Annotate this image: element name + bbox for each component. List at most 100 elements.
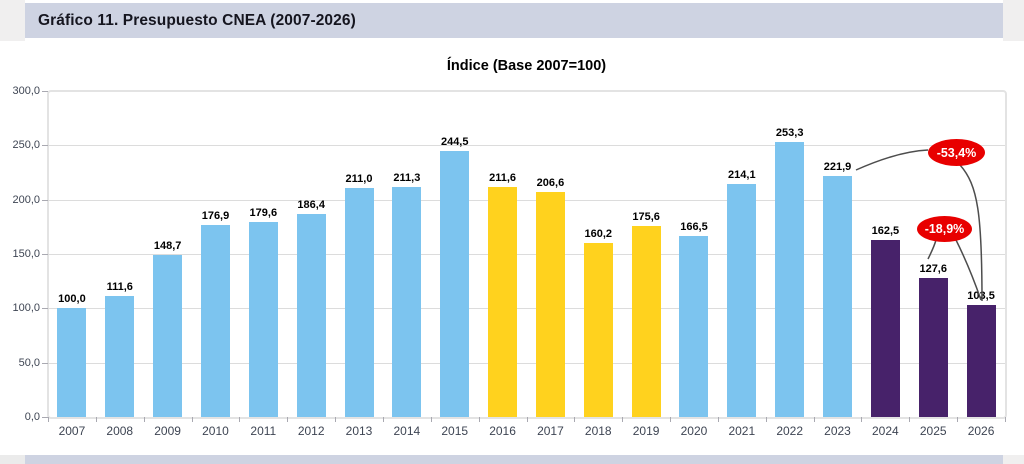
y-axis-label: 250,0 [12,139,40,152]
y-axis-label: 200,0 [12,193,40,206]
bar-2013 [344,187,374,417]
x-axis-label-2009: 2009 [154,424,181,438]
x-axis-label-2015: 2015 [441,424,469,438]
bar-value-label-2007: 100,0 [58,293,86,306]
x-axis-label-2022: 2022 [776,424,804,438]
footer-right-margin [1003,455,1024,464]
x-axis-tick [287,417,289,422]
annotation-badge-53-4: -53,4% [928,139,985,166]
y-axis-label: 150,0 [12,248,40,260]
chart-title: Índice (Base 2007=100) [446,58,607,74]
bar-2023 [823,175,853,417]
x-axis-label-2018: 2018 [584,424,612,438]
x-axis-tick [622,417,624,422]
bar-2017 [535,192,565,417]
bar-2014 [392,187,422,417]
bar-2022 [775,141,805,417]
x-axis-tick [1005,417,1006,422]
bar-value-label-2023: 221,9 [823,160,852,173]
y-axis-tick [42,417,48,418]
y-axis-label: 100,0 [12,302,40,315]
y-axis-label: 50,0 [18,356,40,369]
bar-2010 [200,224,230,417]
gridline-50 [48,362,1005,364]
x-axis-label-2011: 2011 [250,424,277,438]
bar-2021 [727,184,757,417]
header-left-margin [0,0,25,41]
bar-value-label-2012: 186,4 [297,199,325,212]
x-axis-tick [574,417,576,422]
footer-banner [25,455,1003,464]
bar-value-label-2026: 103,5 [967,289,995,302]
x-axis-label-2024: 2024 [872,424,899,438]
x-axis-tick [909,417,911,422]
bar-2008 [105,295,135,417]
bar-value-label-2019: 175,6 [632,211,660,224]
x-axis-label-2007: 2007 [58,424,86,438]
bar-2019 [631,226,661,417]
y-axis-tick [42,91,48,92]
gridline-200 [48,199,1005,201]
y-axis-tick [42,362,48,364]
bar-value-label-2024: 162,5 [871,225,900,238]
bar-value-label-2021: 214,1 [728,169,756,182]
x-axis-label-2025: 2025 [919,424,947,438]
x-axis-label-2016: 2016 [489,424,516,438]
gridline-150 [48,254,1005,255]
gridline-250 [48,145,1005,147]
bar-2026 [966,304,996,417]
x-axis-tick [430,417,432,422]
bar-value-label-2010: 176,9 [201,209,230,222]
y-axis-label: 300,0 [12,85,40,97]
x-axis-label-2013: 2013 [345,424,373,438]
header-banner: Gráfico 11. Presupuesto CNEA (2007-2026) [25,3,1003,38]
bar-value-label-2022: 253,3 [775,126,804,139]
annotation-badge-18-9: -18,9% [917,216,972,242]
gridline-100 [48,308,1005,310]
page-title: Gráfico 11. Presupuesto CNEA (2007-2026) [38,12,356,29]
x-axis-label-2017: 2017 [537,424,564,438]
bar-2015 [440,151,470,417]
x-axis-tick [765,417,767,422]
x-axis-tick [335,417,337,422]
x-axis-tick [478,417,480,422]
bar-value-label-2008: 111,6 [106,280,133,293]
x-axis-tick [191,417,193,422]
bar-value-label-2016: 211,6 [489,172,517,185]
bar-2018 [583,242,613,417]
bar-value-label-2020: 166,5 [680,221,708,234]
bar-value-label-2015: 244,5 [440,136,469,149]
x-axis-tick [143,417,145,422]
x-axis-tick [382,417,384,422]
y-axis-tick [42,199,48,201]
y-axis-label: 0,0 [24,411,40,423]
y-axis-tick [42,145,48,147]
x-axis-label-2026: 2026 [967,424,995,438]
bar-2012 [296,214,326,417]
x-axis-tick [813,417,815,422]
bar-value-label-2025: 127,6 [919,263,947,276]
bar-2016 [488,187,518,417]
x-axis-label-2020: 2020 [680,424,708,438]
x-axis-label-2014: 2014 [393,424,421,438]
footer-left-margin [0,455,25,464]
x-axis-tick [670,417,672,422]
x-axis-label-2010: 2010 [202,424,229,438]
bar-value-label-2011: 179,6 [249,206,278,219]
x-axis-label-2012: 2012 [297,424,325,438]
x-axis-label-2019: 2019 [632,424,660,438]
bar-value-label-2018: 160,2 [584,227,613,240]
x-axis-tick [526,417,528,422]
bar-value-label-2014: 211,3 [393,172,421,185]
bar-value-label-2009: 148,7 [153,240,182,253]
y-axis-tick [42,308,48,310]
bar-value-label-2017: 206,6 [536,177,565,190]
x-axis-label-2021: 2021 [728,424,756,438]
x-axis-tick [95,417,97,422]
bar-2009 [153,255,183,417]
x-axis-tick [957,417,959,422]
bar-2011 [248,221,278,417]
x-axis-tick [48,417,49,422]
bar-value-label-2013: 211,0 [345,172,373,185]
bar-2020 [679,236,709,417]
